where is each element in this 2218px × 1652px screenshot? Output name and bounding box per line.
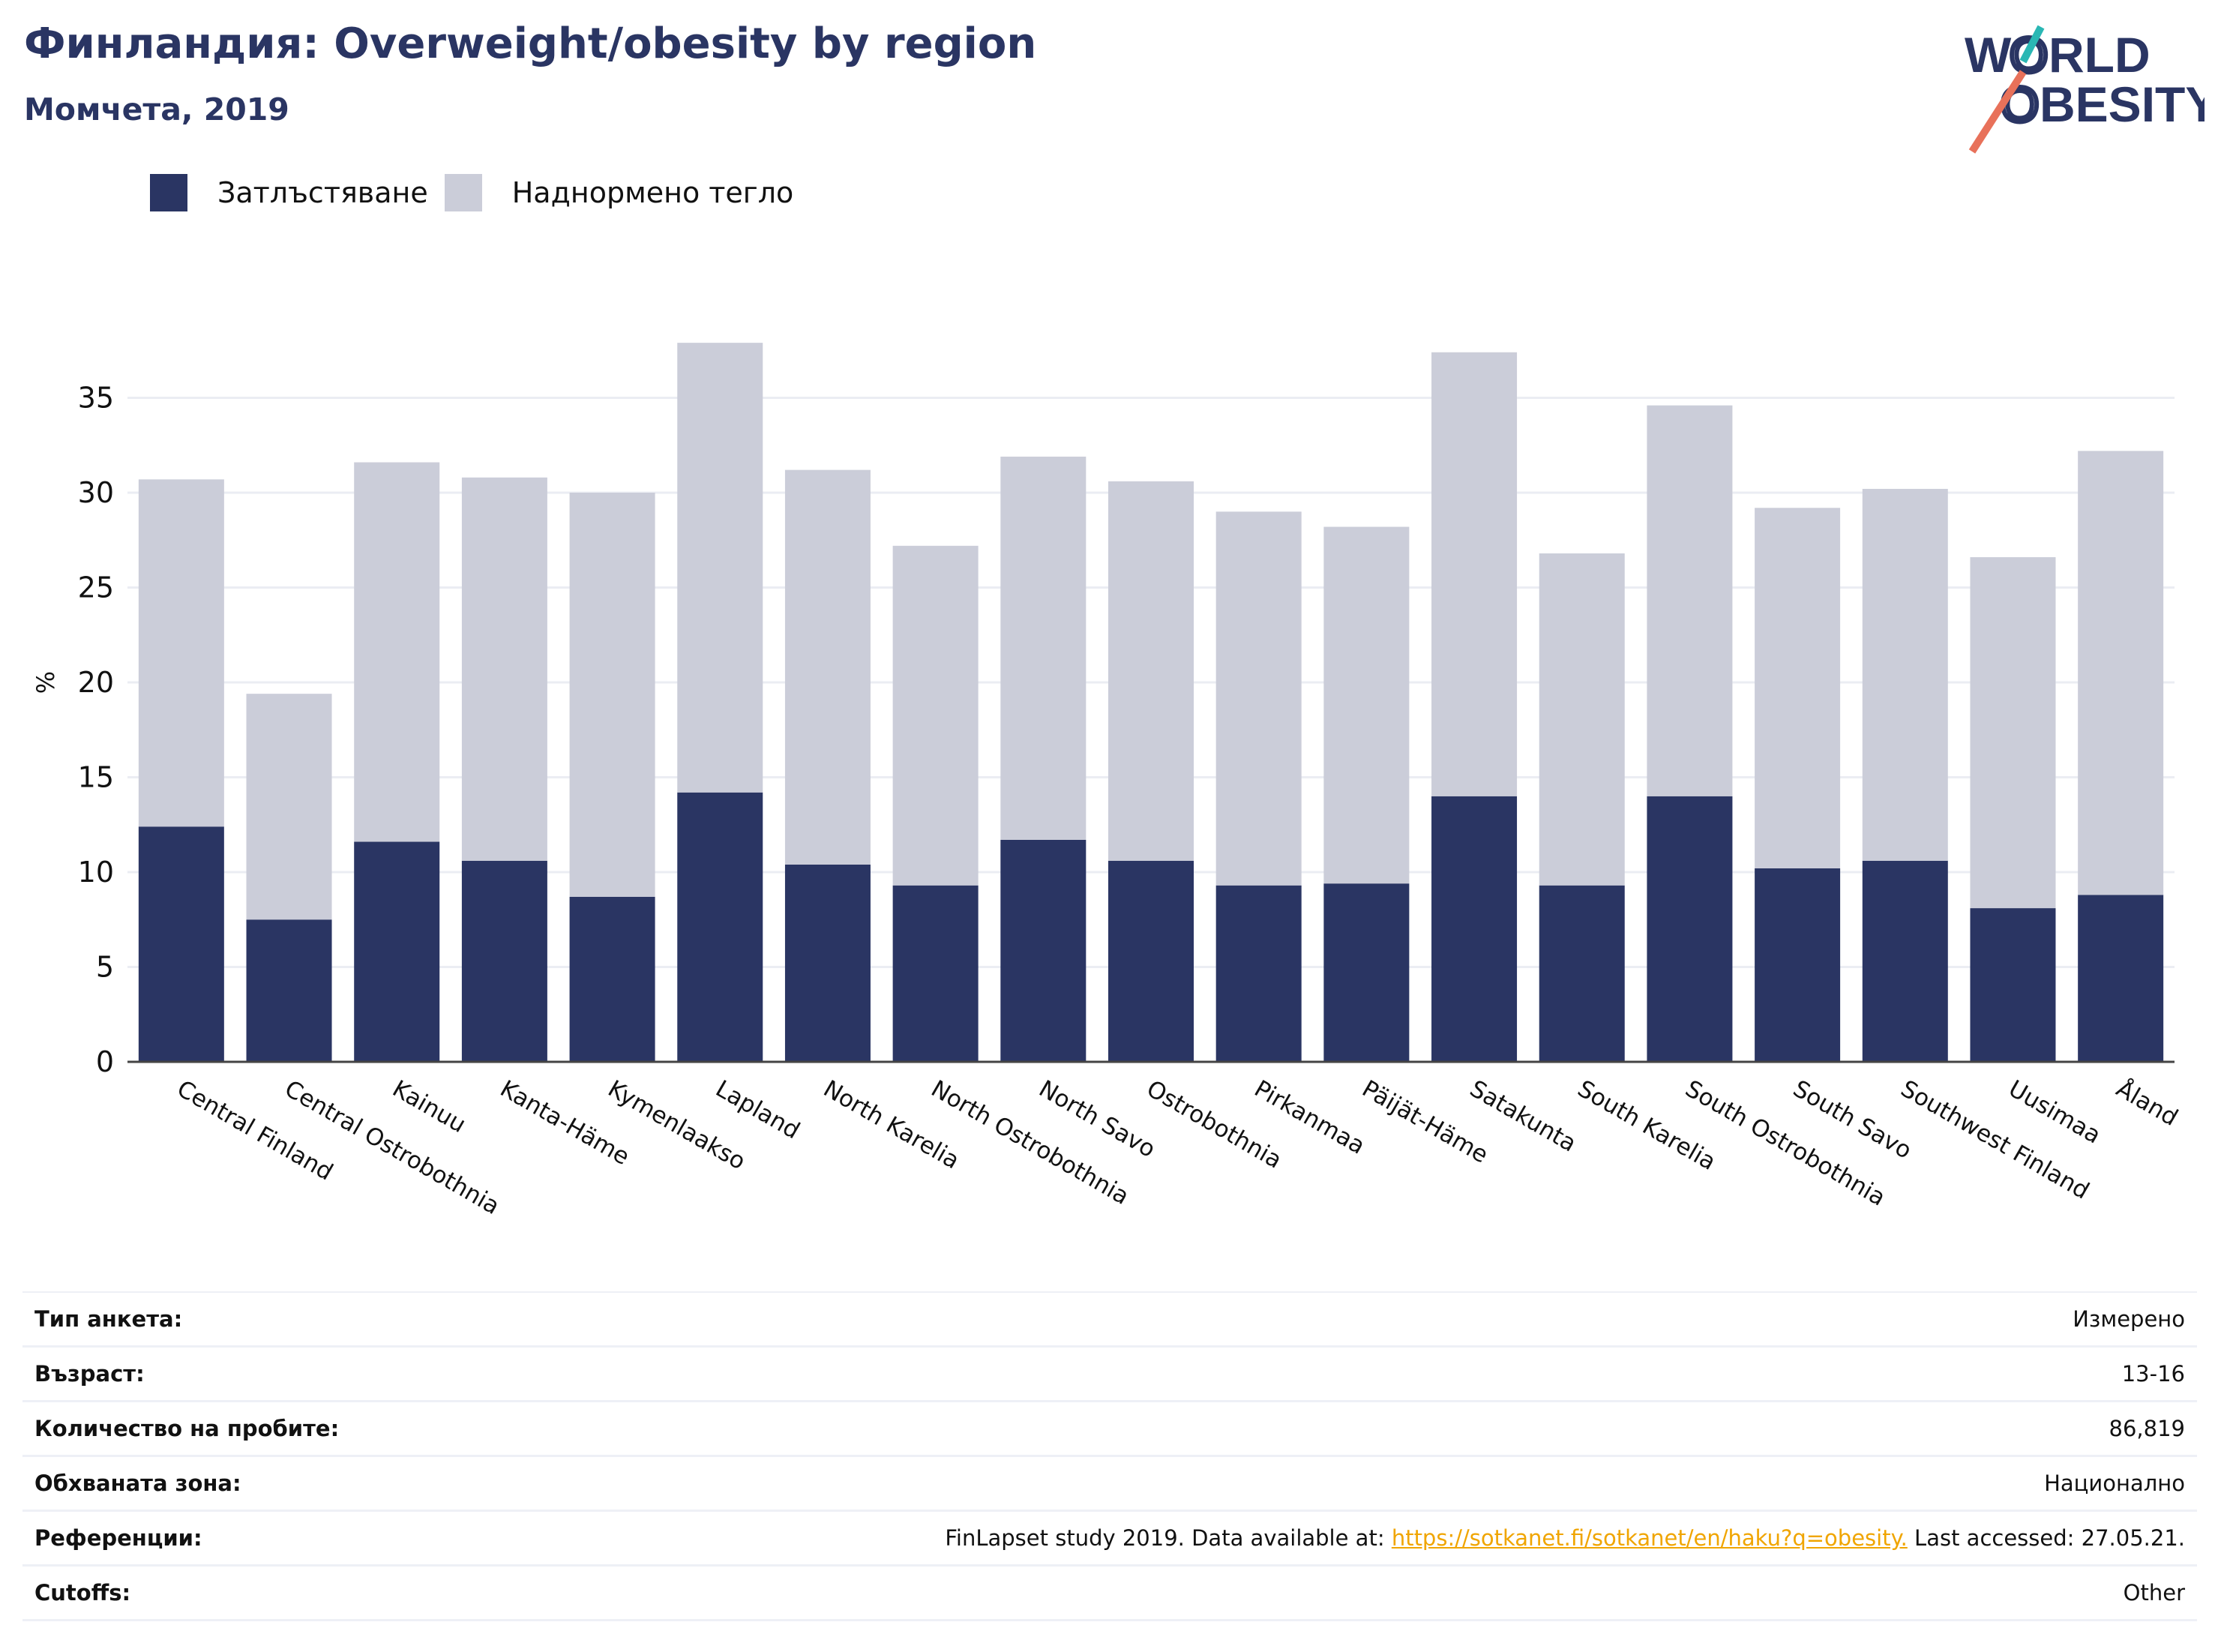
bar-obesity [1000,839,1087,1062]
legend-swatch-obesity [150,174,187,211]
legend: Затлъстяване Наднормено тегло [150,172,810,213]
bar-overweight [1000,456,1087,840]
bar-obesity [1215,885,1302,1062]
bar-obesity [892,885,979,1062]
bar-obesity [569,896,655,1062]
bar-obesity [246,919,332,1062]
bar-obesity [1431,796,1518,1062]
svg-text:RLD: RLD [2049,27,2151,82]
x-tick-label: Kainuu [388,1075,470,1138]
y-tick-label: 25 [78,571,114,604]
x-tick-label: Southwest Finland [1896,1075,2094,1205]
bar-overweight [1647,405,1733,796]
bar-obesity [138,826,224,1062]
bar-obesity [1647,796,1733,1062]
bar-overweight [892,545,979,886]
y-tick-label: 0 [96,1045,114,1078]
bar-obesity [1755,868,1841,1062]
info-key: Количество на пробите: [34,1416,340,1441]
bar-overweight [461,477,547,861]
info-table: Тип анкета: Измерено Възраст: 13-16 Коли… [22,1291,2197,1621]
chart-title: Финландия: Overweight/obesity by region [24,19,1037,68]
info-key: Възраст: [34,1361,145,1387]
legend-item-obesity: Затлъстяване [150,174,445,211]
y-tick-label: 30 [78,476,114,509]
info-row-sample-size: Количество на пробите: 86,819 [22,1402,2197,1457]
x-tick-label: Åland [2112,1075,2182,1132]
svg-text:BESITY: BESITY [2040,76,2205,132]
x-tick-label: South Ostrobothnia [1680,1075,1890,1212]
bar-obesity [354,841,440,1062]
bar-obesity [784,864,871,1062]
info-value: Измерено [2073,1306,2185,1332]
info-row-area-covered: Обхваната зона: Национално [22,1457,2197,1512]
bar-overweight [1323,526,1410,884]
info-key: Тип анкета: [34,1306,183,1332]
info-value: Other [2123,1580,2185,1606]
y-tick-label: 5 [96,951,114,984]
info-key: Референции: [34,1525,202,1551]
y-tick-label: 10 [78,856,114,889]
bar-obesity [677,792,763,1062]
info-row-references: Референции: FinLapset study 2019. Data a… [22,1512,2197,1567]
bar-obesity [1970,908,2056,1062]
bar-obesity [1539,885,1625,1062]
reference-link[interactable]: https://sotkanet.fi/sotkanet/en/haku?q=o… [1391,1525,1908,1551]
y-axis-label: % [31,671,60,694]
world-obesity-logo: W O RLD O BESITY [1965,25,2205,154]
info-row-survey-type: Тип анкета: Измерено [22,1293,2197,1348]
reference-accessed: Last accessed: 27.05.21. [1907,1525,2185,1551]
info-row-age: Възраст: 13-16 [22,1348,2197,1402]
svg-text:W: W [1965,27,2012,82]
bar-overweight [1108,481,1194,861]
info-value: FinLapset study 2019. Data available at:… [945,1525,2185,1551]
bar-overweight [2078,451,2164,895]
info-value: 13-16 [2121,1361,2185,1387]
reference-text: FinLapset study 2019. Data available at: [945,1525,1392,1551]
bar-overweight [1970,557,2056,909]
info-value: Национално [2044,1471,2185,1496]
bar-obesity [2078,895,2164,1062]
bar-overweight [354,462,440,842]
legend-label-obesity: Затлъстяване [217,176,428,209]
bar-overweight [1862,488,1948,861]
info-key: Cutoffs: [34,1580,131,1606]
info-row-cutoffs: Cutoffs: Other [22,1567,2197,1621]
bar-overweight [784,469,871,865]
y-tick-label: 35 [78,382,114,415]
bar-overweight [138,479,224,827]
bar-obesity [461,860,547,1062]
bar-obesity [1108,860,1194,1062]
bar-overweight [1215,511,1302,886]
legend-swatch-overweight [444,174,482,211]
bar-overweight [677,343,763,793]
y-tick-label: 15 [78,761,114,794]
bar-overweight [1539,553,1625,886]
bar-overweight [1431,352,1518,796]
info-key: Обхваната зона: [34,1471,241,1496]
bar-obesity [1862,860,1948,1062]
bar-overweight [246,694,332,920]
x-tick-label: Lapland [711,1075,804,1145]
y-tick-label: 20 [78,666,114,699]
legend-item-overweight: Наднормено тегло [444,174,811,211]
bar-overweight [1755,508,1841,868]
chart-subtitle: Момчета, 2019 [24,91,289,127]
x-tick-label: North Ostrobothnia [927,1075,1134,1210]
bar-obesity [1323,883,1410,1062]
legend-label-overweight: Наднормено тегло [511,176,794,209]
bar-overweight [569,493,655,897]
info-value: 86,819 [2109,1416,2185,1441]
